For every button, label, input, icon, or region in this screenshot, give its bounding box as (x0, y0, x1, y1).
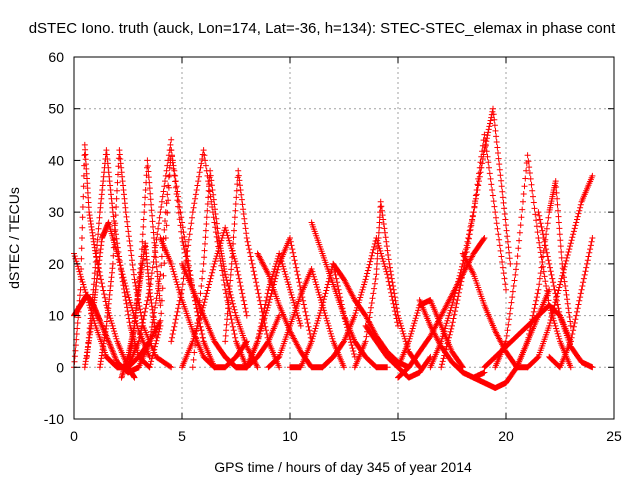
y-tick-label: 50 (48, 101, 64, 117)
series-markers (535, 209, 596, 371)
series-17 (222, 167, 283, 371)
x-tick-label: 15 (390, 428, 406, 444)
axis-ticks: 0 5 10 15 20 25 -10 0 10 20 30 40 50 60 (44, 49, 622, 444)
series-13 (168, 147, 250, 371)
y-tick-label: 60 (48, 49, 64, 65)
series-markers (243, 235, 315, 371)
series-37 (513, 178, 574, 371)
series-markers (351, 198, 423, 371)
series-markers (546, 235, 596, 371)
y-tick-label: 0 (56, 359, 64, 375)
x-tick-label: 0 (70, 428, 78, 444)
x-tick-label: 20 (498, 428, 514, 444)
x-tick-label: 25 (606, 428, 622, 444)
x-axis-label: GPS time / hours of day 345 of year 2014 (214, 459, 472, 475)
series-36 (492, 152, 574, 371)
plot-area (71, 105, 596, 391)
y-tick-label: -10 (44, 411, 64, 427)
series-markers (492, 152, 574, 371)
series-markers (513, 178, 574, 371)
y-tick-label: 10 (48, 308, 64, 324)
series-markers (157, 235, 250, 371)
series-19 (243, 235, 315, 371)
plot-frame (73, 56, 615, 420)
y-tick-label: 40 (48, 152, 64, 168)
series-33 (459, 250, 531, 371)
series-markers (125, 240, 160, 371)
series-markers (438, 105, 514, 371)
series-markers (71, 141, 138, 381)
y-tick-label: 20 (48, 256, 64, 272)
series-12 (157, 235, 250, 371)
series-markers (319, 235, 401, 371)
series-39 (535, 209, 596, 371)
y-axis-label: dSTEC / TECUs (6, 187, 22, 289)
series-32 (438, 105, 514, 371)
x-tick-label: 10 (282, 428, 298, 444)
series-markers (459, 250, 531, 371)
series-26 (351, 198, 423, 371)
series-markers (168, 147, 250, 371)
x-tick-label: 5 (178, 428, 186, 444)
series-24 (319, 235, 401, 371)
series-9 (125, 240, 160, 371)
chart-title: dSTEC Iono. truth (auck, Lon=174, Lat=-3… (29, 20, 616, 37)
series-markers (222, 167, 283, 371)
series-40 (546, 235, 596, 371)
y-tick-label: 30 (48, 204, 64, 220)
series-3 (71, 141, 138, 381)
